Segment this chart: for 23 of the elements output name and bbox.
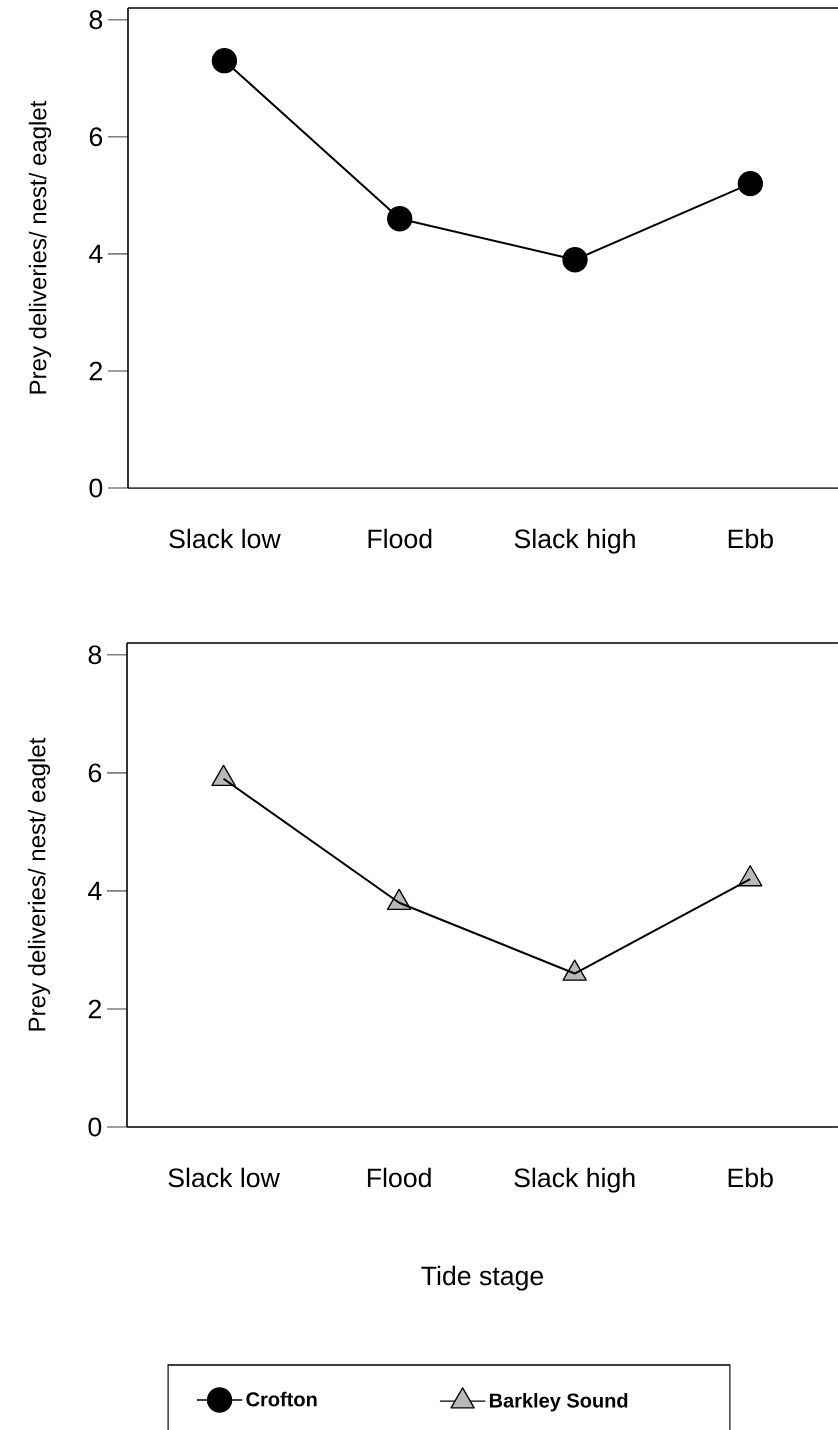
y-tick-label: 2 <box>89 361 102 381</box>
x-tick-label: Slack low <box>169 528 281 549</box>
x-tick-label: Slack low <box>168 1167 280 1188</box>
x-tick-label: Slack high <box>514 528 635 554</box>
y-tick-label: 0 <box>89 478 103 498</box>
legend-label: Crofton <box>246 1391 317 1407</box>
y-tick-label: 8 <box>88 645 102 665</box>
x-tick-label: Flood <box>367 1167 431 1188</box>
legend-label: Barkley Sound <box>489 1392 628 1412</box>
x-tick-label: Ebb <box>728 528 773 549</box>
y-axis-title: Prey deliveries/ nest/ eaglet <box>27 737 51 1031</box>
y-tick-label: 0 <box>88 1117 102 1137</box>
y-tick-label: 2 <box>88 999 101 1019</box>
y-tick-label: 4 <box>88 881 102 901</box>
y-tick-label: 4 <box>89 244 103 264</box>
x-axis-title: Tide stage <box>421 1265 544 1291</box>
x-tick-label: Slack high <box>514 1167 635 1193</box>
x-tick-label: Flood <box>368 528 432 549</box>
y-tick-label: 6 <box>88 763 102 783</box>
y-tick-label: 6 <box>89 127 103 147</box>
x-tick-label: Ebb <box>728 1167 773 1188</box>
y-tick-label: 8 <box>89 10 103 30</box>
y-axis-title: Prey deliveries/ nest/ eaglet <box>28 100 52 394</box>
